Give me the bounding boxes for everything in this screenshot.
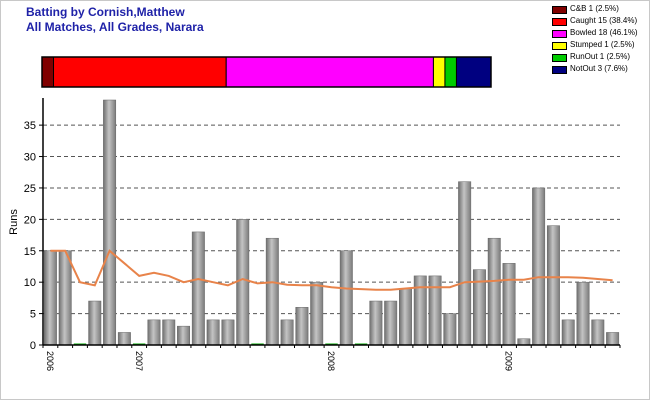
legend-swatch-cb [552,6,567,14]
strip-segment-stumped [432,56,446,88]
legend-swatch-notout [552,66,567,74]
bar-11 [206,319,220,346]
bar-3 [88,300,102,346]
y-tick-label-15: 15 [24,246,36,258]
bar-12 [221,319,235,346]
grid-lines [43,124,620,315]
bar-28 [458,181,472,346]
y-tick-label-5: 5 [30,309,36,321]
bar-10 [191,231,205,346]
bar-5 [117,332,131,346]
bar-18 [310,281,324,346]
y-tick-label-30: 30 [24,152,36,164]
y-tick-label-25: 25 [24,183,36,195]
bar-38 [606,332,620,346]
y-tick-label-20: 20 [24,214,36,226]
bars [43,99,620,346]
bar-0 [43,250,57,346]
strip-segment-cb [41,56,55,88]
legend-item-bowled: Bowled 18 (46.1%) [552,28,648,39]
bar-24 [399,288,412,346]
chart-title: Batting by Cornish,Matthew [26,5,185,19]
chart-subtitle: All Matches, All Grades, Narara [26,20,204,34]
y-tick-label-10: 10 [24,277,36,289]
legend-label-notout: NotOut 3 (7.6%) [570,64,628,73]
y-tick-label-35: 35 [24,120,36,132]
legend-item-notout: NotOut 3 (7.6%) [552,64,648,75]
bar-4 [103,99,117,346]
bar-32 [517,338,531,346]
legend-label-cb: C&B 1 (2.5%) [570,4,619,13]
strip-segment-caught [53,56,227,88]
legend-swatch-stumped [552,42,567,50]
y-axis-label: Runs [8,209,20,235]
legend-swatch-bowled [552,30,567,38]
legend-item-cb: C&B 1 (2.5%) [552,4,648,15]
bar-23 [384,300,398,346]
x-tick-label-2007: 2007 [134,351,144,371]
strip-segment-notout [455,56,492,88]
bar-8 [162,319,176,346]
legend-swatch-caught [552,18,567,26]
legend-label-stumped: Stumped 1 (2.5%) [570,40,635,49]
x-tick-label-2008: 2008 [326,351,336,371]
bar-9 [177,325,191,346]
bar-22 [369,300,383,346]
dismissal-strip [41,56,492,88]
x-tick-label-2009: 2009 [504,351,514,371]
axes: 0 5 10 15 20 25 30 35 2006 2007 2008 2009 [24,98,621,371]
legend-item-stumped: Stumped 1 (2.5%) [552,40,648,51]
legend: C&B 1 (2.5%) Caught 15 (38.4%) Bowled 18… [552,4,648,76]
x-tick-label-2006: 2006 [45,351,55,371]
bar-27 [443,313,457,346]
bar-31 [502,263,516,346]
legend-item-caught: Caught 15 (38.4%) [552,16,648,27]
bar-17 [295,307,309,346]
bar-34 [546,225,560,346]
legend-item-runout: RunOut 1 (2.5%) [552,52,648,63]
bar-16 [280,319,294,346]
bar-7 [147,319,161,346]
bar-15 [265,237,279,346]
strip-segment-bowled [225,56,434,88]
legend-label-bowled: Bowled 18 (46.1%) [570,28,638,37]
bar-33 [532,187,546,346]
trend-series [50,249,613,291]
legend-label-caught: Caught 15 (38.4%) [570,16,638,25]
y-tick-label-0: 0 [30,340,36,352]
bar-13 [236,219,250,346]
bar-35 [561,319,575,346]
bar-30 [487,237,501,346]
bar-20 [339,250,353,346]
strip-segment-runout [444,56,457,88]
trend-line [50,249,613,291]
legend-label-runout: RunOut 1 (2.5%) [570,52,631,61]
bar-1 [58,250,72,346]
bar-36 [576,281,590,346]
legend-swatch-runout [552,54,567,62]
bar-37 [591,319,605,346]
strip-border [41,56,492,88]
